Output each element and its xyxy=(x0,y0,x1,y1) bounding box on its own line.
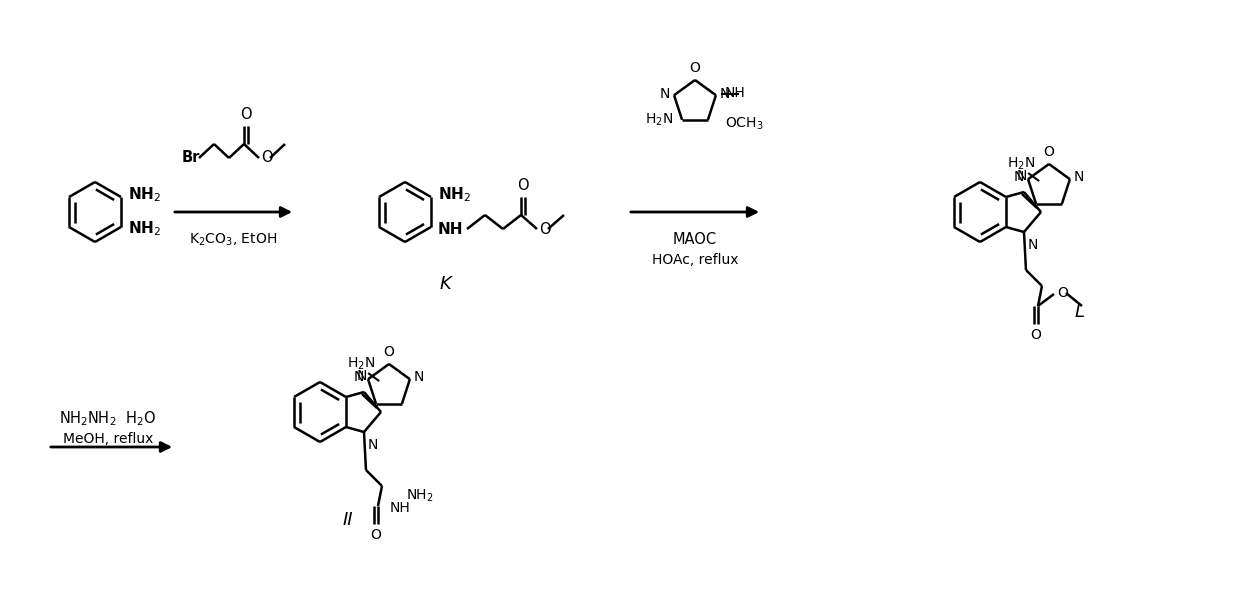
Text: NH: NH xyxy=(725,86,745,100)
Text: NH: NH xyxy=(438,222,464,237)
Text: K: K xyxy=(439,275,451,293)
Text: II: II xyxy=(342,511,353,529)
Text: O: O xyxy=(1044,145,1054,159)
Text: HOAc, reflux: HOAc, reflux xyxy=(652,253,738,267)
Text: L: L xyxy=(1075,303,1085,321)
Text: O: O xyxy=(539,222,551,237)
Text: N: N xyxy=(720,87,730,101)
Text: MAOC: MAOC xyxy=(673,232,717,247)
Text: O: O xyxy=(1056,286,1068,300)
Text: N: N xyxy=(357,369,367,383)
Text: N: N xyxy=(1074,170,1084,184)
Text: N: N xyxy=(660,87,670,101)
Text: Br: Br xyxy=(182,150,201,166)
Text: N: N xyxy=(1028,238,1038,252)
Text: H$_2$N: H$_2$N xyxy=(347,356,374,372)
Text: O: O xyxy=(383,345,394,359)
Text: N: N xyxy=(353,370,365,384)
Text: NH: NH xyxy=(391,501,410,515)
Text: O: O xyxy=(689,61,701,75)
Text: N: N xyxy=(1013,170,1024,184)
Text: O: O xyxy=(241,107,252,122)
Text: NH$_2$: NH$_2$ xyxy=(405,488,434,504)
Text: K$_2$CO$_3$, EtOH: K$_2$CO$_3$, EtOH xyxy=(188,232,277,248)
Text: O: O xyxy=(371,528,382,542)
Text: N: N xyxy=(414,370,424,384)
Text: NH$_2$: NH$_2$ xyxy=(128,220,161,238)
Text: O: O xyxy=(1030,328,1042,342)
Text: O: O xyxy=(517,178,528,193)
Text: H$_2$N: H$_2$N xyxy=(1007,156,1035,172)
Text: NH$_2$NH$_2$  H$_2$O: NH$_2$NH$_2$ H$_2$O xyxy=(60,409,156,429)
Text: NH$_2$: NH$_2$ xyxy=(128,185,161,204)
Text: N: N xyxy=(1017,169,1027,183)
Text: O: O xyxy=(260,150,273,166)
Text: N: N xyxy=(368,438,378,452)
Text: OCH$_3$: OCH$_3$ xyxy=(725,116,764,132)
Text: MeOH, reflux: MeOH, reflux xyxy=(63,432,154,446)
Text: H$_2$N: H$_2$N xyxy=(645,112,673,128)
Text: NH$_2$: NH$_2$ xyxy=(438,185,471,204)
